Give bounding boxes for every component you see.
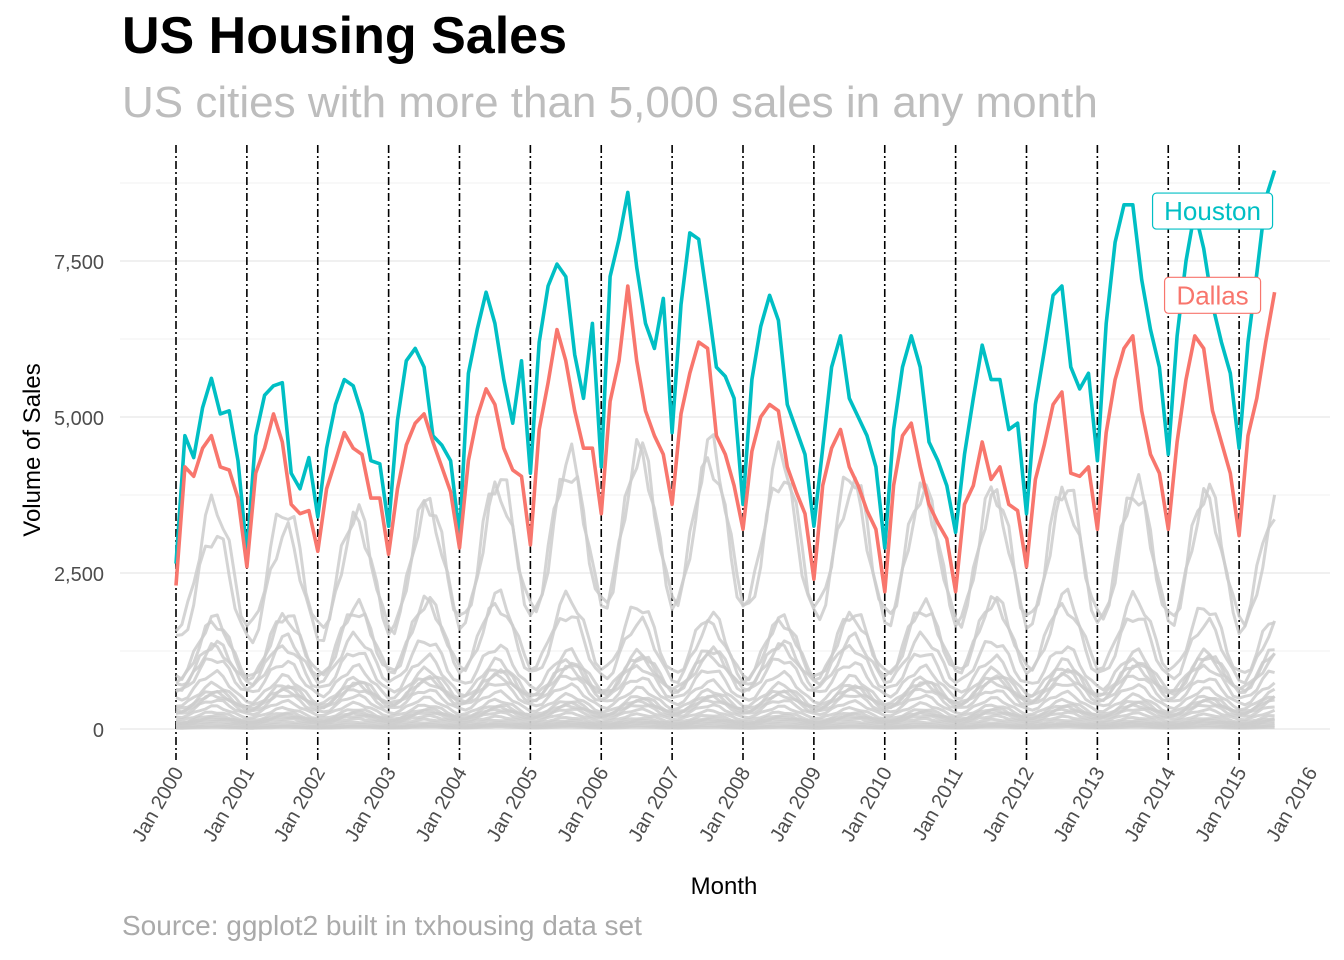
series-label-houston: Houston	[1151, 192, 1274, 230]
x-axis: Jan 2000 Jan 2001 Jan 2002 Jan 2003 Jan 2004…	[128, 764, 1322, 846]
series-line-houston	[174, 169, 1277, 564]
chart-title: US Housing Sales	[122, 7, 567, 65]
series-line-other-city	[175, 438, 1276, 645]
series-label-text: Houston	[1164, 196, 1261, 226]
chart-subtitle: US cities with more than 5,000 sales in …	[122, 78, 1098, 127]
series-line-other-city	[175, 594, 1277, 685]
other-city-series	[174, 433, 1277, 730]
x-tick-label: Jan 2008	[695, 764, 755, 846]
x-tick-label: Jan 2001	[199, 764, 259, 846]
chart-caption: Source: ggplot2 built in txhousing data …	[122, 910, 642, 941]
series-labels: Houston Dallas	[1151, 192, 1274, 314]
series-label-box	[1163, 276, 1262, 314]
y-tick-label: 5,000	[54, 408, 104, 430]
x-tick-label: Jan 2006	[553, 764, 613, 846]
x-tick-label: Jan 2000	[128, 764, 188, 846]
y-axis: 0 2,500 5,000 7,500	[54, 252, 104, 742]
x-axis-title: Month	[691, 873, 758, 900]
x-tick-label: Jan 2007	[624, 764, 684, 846]
x-tick-label: Jan 2013	[1050, 764, 1110, 846]
series-line-other-city	[175, 679, 1276, 712]
y-tick-label: 0	[93, 720, 104, 742]
highlighted-series	[174, 169, 1277, 594]
x-tick-label: Jan 2016	[1262, 764, 1322, 846]
series-line-other-city	[175, 587, 1275, 682]
x-tick-label: Jan 2004	[412, 764, 472, 846]
series-label-text: Dallas	[1176, 280, 1248, 310]
x-tick-label: Jan 2012	[979, 764, 1039, 846]
x-tick-label: Jan 2003	[341, 764, 401, 846]
x-tick-label: Jan 2011	[908, 764, 967, 845]
series-label-dallas: Dallas	[1163, 276, 1262, 314]
year-reference-lines	[175, 145, 1240, 760]
y-axis-title: Volume of Sales	[19, 363, 46, 536]
x-tick-label: Jan 2005	[483, 764, 543, 846]
x-tick-label: Jan 2010	[837, 764, 897, 846]
x-tick-label: Jan 2015	[1191, 764, 1251, 846]
series-line-other-city	[175, 725, 1275, 730]
x-tick-label: Jan 2002	[270, 764, 330, 846]
y-tick-label: 7,500	[54, 252, 104, 274]
series-line-other-city	[175, 686, 1275, 715]
series-line-other-city	[175, 630, 1275, 693]
series-line-dallas	[174, 284, 1277, 594]
series-line-other-city	[175, 710, 1275, 724]
y-tick-label: 2,500	[54, 564, 104, 586]
x-tick-label: Jan 2014	[1120, 764, 1180, 846]
series-label-box	[1151, 192, 1274, 230]
x-tick-label: Jan 2009	[766, 764, 826, 846]
